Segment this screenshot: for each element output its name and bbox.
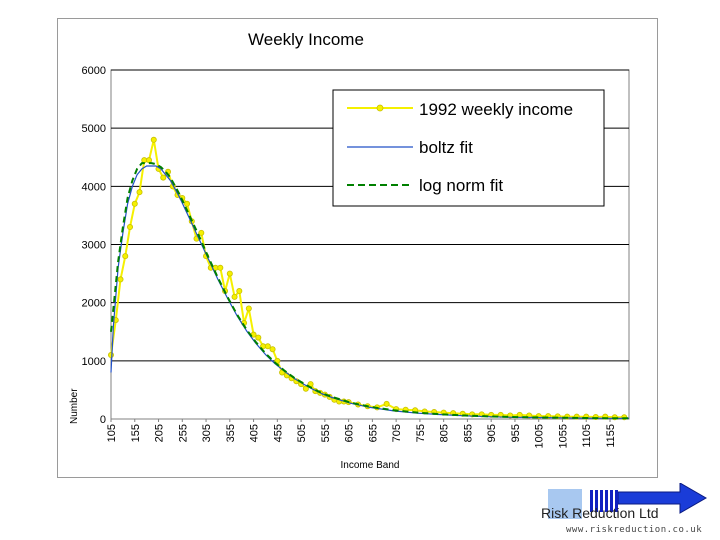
series-layer bbox=[108, 136, 630, 421]
y-axis-label: Number bbox=[69, 388, 80, 424]
x-tick-label: 305 bbox=[201, 424, 213, 442]
data-point-1992-weekly-income bbox=[198, 229, 205, 236]
legend: 1992 weekly income boltz fit log norm fi… bbox=[332, 89, 605, 207]
arrow-right-icon[interactable] bbox=[618, 483, 708, 517]
x-tick-label: 1005 bbox=[534, 424, 546, 448]
x-tick-label: 755 bbox=[415, 424, 427, 442]
x-tick-label: 255 bbox=[177, 424, 189, 442]
data-point-1992-weekly-income bbox=[226, 270, 233, 277]
x-tick-label: 355 bbox=[225, 424, 237, 442]
data-point-1992-weekly-income bbox=[146, 157, 153, 164]
y-tick-label: 1000 bbox=[82, 356, 106, 368]
y-tick-label: 4000 bbox=[82, 181, 106, 193]
data-point-1992-weekly-income bbox=[184, 200, 191, 207]
data-point-1992-weekly-income bbox=[131, 200, 138, 207]
x-tick-label: 505 bbox=[296, 424, 308, 442]
data-point-1992-weekly-income bbox=[245, 305, 252, 312]
data-point-1992-weekly-income bbox=[108, 352, 115, 359]
y-tick-label: 6000 bbox=[82, 65, 106, 77]
x-tick-label: 1105 bbox=[581, 424, 593, 448]
logo-bars bbox=[590, 490, 618, 512]
logo-square bbox=[548, 489, 582, 519]
x-tick-label: 1155 bbox=[605, 424, 617, 448]
data-point-1992-weekly-income bbox=[302, 385, 309, 392]
x-tick-label: 655 bbox=[367, 424, 379, 442]
data-point-1992-weekly-income bbox=[160, 174, 167, 181]
data-point-1992-weekly-income bbox=[255, 334, 262, 341]
chart-frame: Weekly Income 0 1000 2000 3000 4000 5000 6000 … bbox=[57, 18, 658, 478]
y-tick-label: 0 bbox=[100, 414, 106, 426]
legend-label-boltz-fit: boltz fit bbox=[419, 138, 473, 157]
x-tick-label: 855 bbox=[462, 424, 474, 442]
y-tick-label: 3000 bbox=[82, 240, 106, 252]
x-tick-label: 205 bbox=[154, 424, 166, 442]
legend-label-1992-weekly-income: 1992 weekly income bbox=[419, 100, 573, 119]
x-tick-label: 605 bbox=[344, 424, 356, 442]
data-point-1992-weekly-income bbox=[269, 346, 276, 353]
x-tick-labels: 105 155 205 255 305 355 405 455 505 555 605 655 705 7… bbox=[106, 419, 617, 448]
data-point-1992-weekly-income bbox=[150, 136, 157, 143]
x-tick-label: 805 bbox=[439, 424, 451, 442]
data-point-1992-weekly-income bbox=[264, 343, 271, 350]
logo-company-name: Risk Reduction Ltd bbox=[541, 505, 659, 521]
data-point-1992-weekly-income bbox=[117, 276, 124, 283]
data-point-1992-weekly-income bbox=[383, 400, 390, 407]
legend-marker-1992-weekly-income bbox=[376, 104, 384, 112]
x-tick-label: 955 bbox=[510, 424, 522, 442]
x-tick-label: 705 bbox=[391, 424, 403, 442]
x-tick-label: 905 bbox=[486, 424, 498, 442]
data-point-1992-weekly-income bbox=[136, 189, 143, 196]
legend-label-log-norm-fit: log norm fit bbox=[419, 176, 503, 195]
series-line-log-norm-fit bbox=[110, 162, 630, 420]
data-point-1992-weekly-income bbox=[231, 293, 238, 300]
logo-url: www.riskreduction.co.uk bbox=[566, 525, 703, 535]
chart-title: Weekly Income bbox=[248, 30, 364, 49]
weekly-income-chart: Weekly Income 0100020003000400050006000 … bbox=[69, 30, 630, 471]
data-point-1992-weekly-income bbox=[127, 224, 134, 231]
y-tick-label: 5000 bbox=[82, 123, 106, 135]
data-point-1992-weekly-income bbox=[217, 264, 224, 271]
x-tick-label: 555 bbox=[320, 424, 332, 442]
x-tick-label: 405 bbox=[249, 424, 261, 442]
x-tick-label: 1055 bbox=[557, 424, 569, 448]
risk-reduction-logo: Risk Reduction Ltd www.riskreduction.co.… bbox=[540, 483, 720, 540]
x-axis-label: Income Band bbox=[341, 460, 400, 471]
data-point-1992-weekly-income bbox=[236, 288, 243, 295]
y-tick-labels: 0 1000 2000 3000 4000 5000 6000 bbox=[82, 65, 106, 426]
x-tick-label: 105 bbox=[106, 424, 118, 442]
x-tick-label: 155 bbox=[130, 424, 142, 442]
x-tick-label: 455 bbox=[272, 424, 284, 442]
y-tick-label: 2000 bbox=[82, 298, 106, 310]
data-point-1992-weekly-income bbox=[122, 253, 129, 260]
